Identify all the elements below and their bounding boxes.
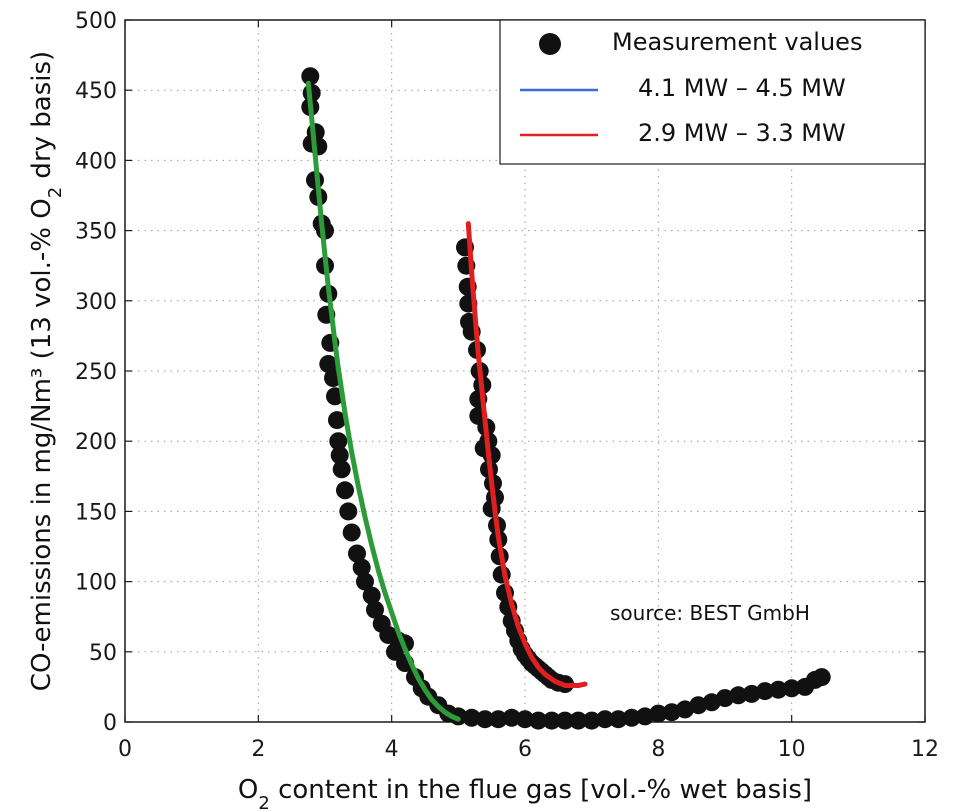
x-tick-label: 8	[651, 737, 665, 762]
measurement-point	[449, 707, 468, 726]
x-tick-label: 2	[251, 737, 265, 762]
source-annotation: source: BEST GmbH	[610, 601, 810, 625]
measurement-point	[329, 432, 348, 451]
measurement-point	[352, 558, 371, 577]
tick-labels: 0 2 4 6 8 10 12 0 50 100 150 200 250 300 350 400 450 500	[75, 9, 939, 762]
measurement-point	[756, 682, 774, 701]
series-lines	[305, 80, 588, 722]
y-tick-label: 200	[75, 430, 117, 455]
y-tick-label: 250	[75, 360, 117, 385]
legend-box	[499, 19, 926, 165]
measurement-point	[330, 446, 349, 465]
measurement-point	[342, 523, 361, 542]
measurement-point	[362, 586, 381, 605]
measurement-point	[301, 67, 320, 86]
measurement-point	[689, 696, 708, 715]
measurement-point	[336, 481, 354, 500]
measurement-point	[609, 710, 628, 729]
measurement-point	[489, 710, 508, 729]
legend-label-blue: 4.1 MW – 4.5 MW	[638, 74, 846, 102]
measurement-point	[476, 710, 494, 729]
y-tick-label: 150	[75, 500, 117, 525]
measurement-point	[556, 711, 574, 730]
measurement-point	[542, 711, 561, 730]
legend: Measurement values 4.1 MW – 4.5 MW 2.9 M…	[499, 19, 926, 165]
measurement-point	[782, 679, 801, 698]
measurement-point	[366, 600, 384, 619]
measurement-point	[622, 708, 641, 727]
measurement-point	[502, 708, 521, 727]
series-line-2	[305, 80, 461, 722]
measurement-point	[516, 710, 534, 729]
x-tick-label: 12	[911, 737, 939, 762]
measurement-point	[812, 668, 831, 687]
measurement-point	[339, 502, 358, 521]
measurement-point	[582, 711, 601, 730]
measurement-point	[332, 460, 351, 479]
legend-label-measurements: Measurement values	[612, 28, 862, 56]
measurement-point	[348, 544, 366, 563]
series-line-1	[465, 221, 588, 688]
legend-marker-measurements	[539, 33, 561, 55]
y-tick-label: 100	[75, 571, 117, 596]
x-tick-label: 10	[778, 737, 806, 762]
measurement-point	[328, 411, 346, 430]
x-axis-label: O2 content in the flue gas [vol.-% wet b…	[238, 775, 812, 811]
measurement-point	[596, 710, 614, 729]
measurement-point	[649, 704, 668, 723]
y-tick-label: 500	[75, 9, 117, 34]
y-tick-label: 450	[75, 79, 117, 104]
y-tick-label: 400	[75, 149, 117, 174]
x-tick-label: 6	[518, 737, 532, 762]
measurement-point	[462, 708, 481, 727]
measurement-point	[569, 711, 588, 730]
measurement-point	[356, 572, 374, 591]
y-tick-label: 0	[103, 711, 117, 736]
measurement-point	[729, 686, 748, 705]
measurement-points	[301, 67, 831, 730]
x-tick-label: 0	[118, 737, 132, 762]
y-tick-label: 350	[75, 220, 117, 245]
y-axis-label: CO-emissions in mg/Nm³ (13 vol.-% O2 dry…	[27, 51, 66, 691]
measurement-point	[769, 680, 788, 699]
measurement-point	[319, 355, 338, 373]
x-tick-label: 4	[385, 737, 399, 762]
y-tick-label: 300	[75, 290, 117, 315]
legend-label-red: 2.9 MW – 3.3 MW	[638, 119, 846, 147]
y-tick-label: 50	[89, 641, 117, 666]
measurement-point	[529, 711, 548, 730]
